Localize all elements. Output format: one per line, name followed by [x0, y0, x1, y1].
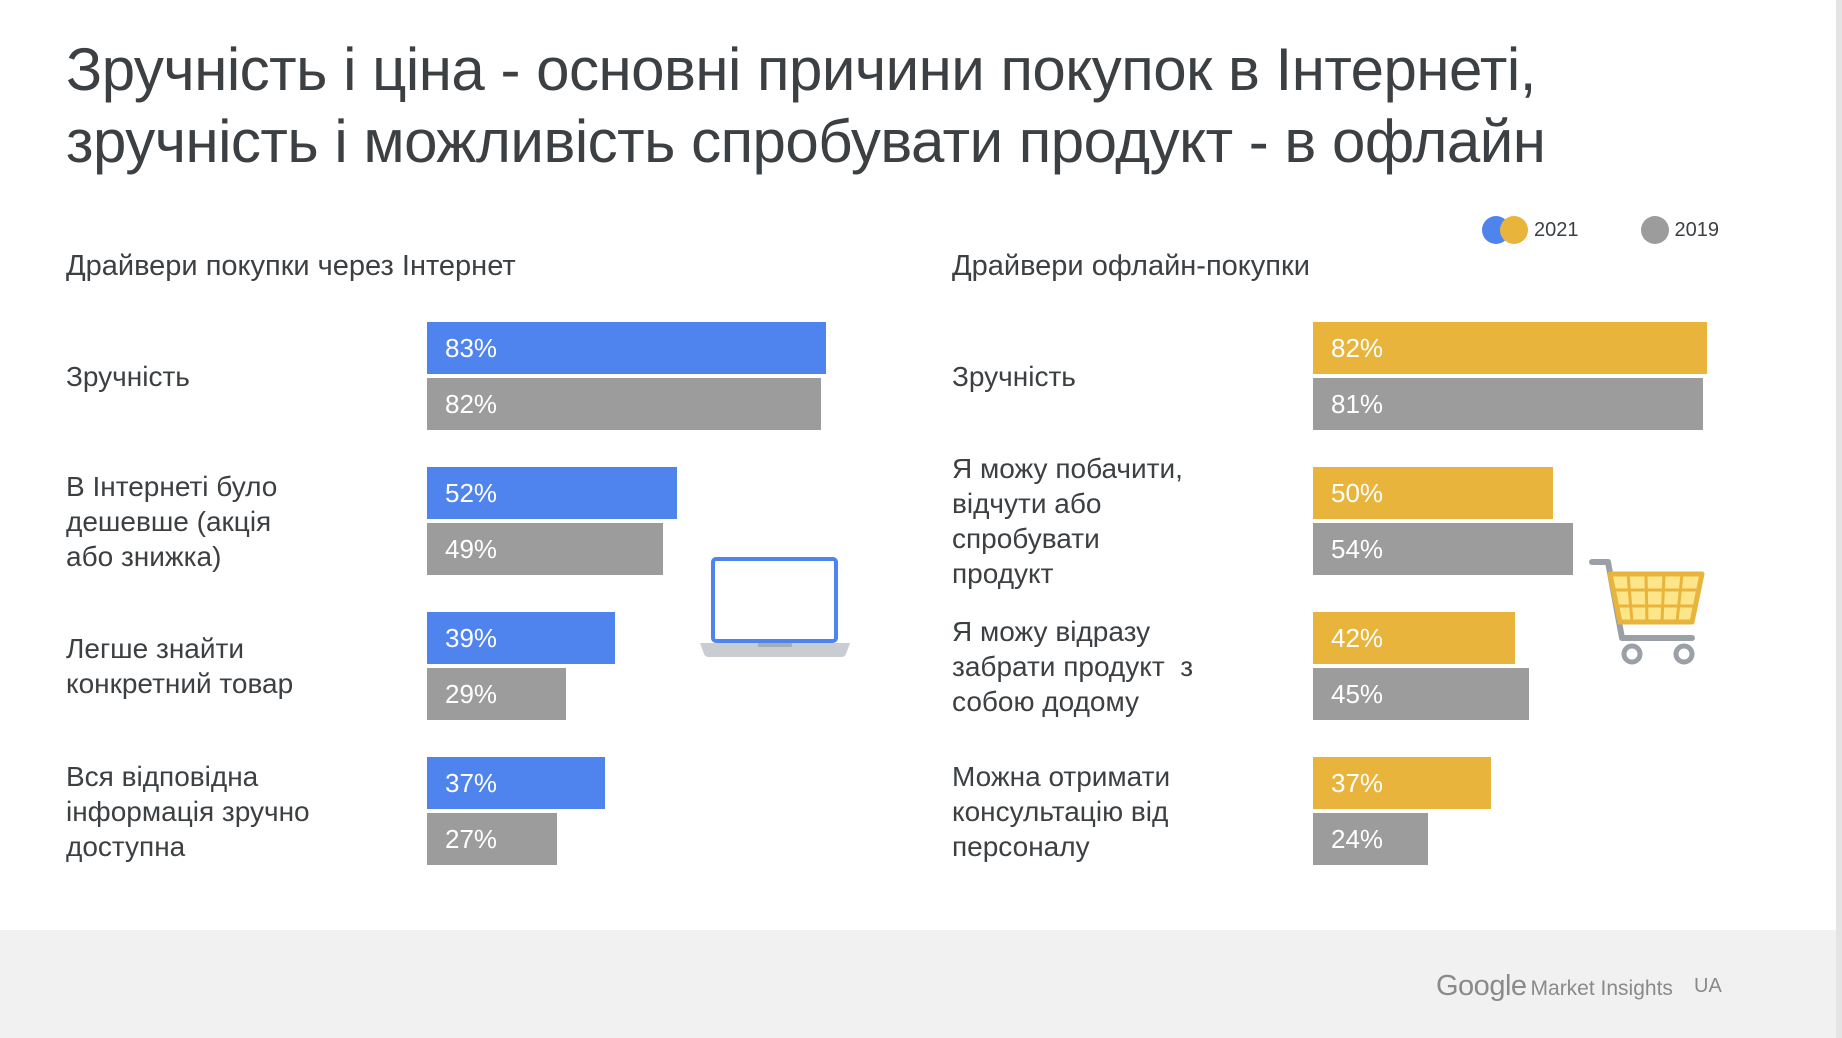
online-category-label: Зручність — [66, 359, 406, 394]
legend-2021-label: 2021 — [1534, 218, 1579, 241]
online-bar-2019: 49% — [427, 523, 663, 575]
page-edge — [1836, 0, 1842, 1038]
online-category-line: доступна — [66, 830, 186, 862]
offline-bar-value-label: 82% — [1331, 333, 1384, 363]
offline-category-label: Я можу відразу забрати продукт з собою дод… — [952, 614, 1292, 719]
country-label: UA — [1694, 975, 1722, 997]
online-bar-value-label: 37% — [445, 768, 498, 798]
offline-bar-value-label: 45% — [1331, 679, 1384, 709]
offline-bar-2021: 50% — [1313, 467, 1553, 519]
online-bar-value-label: 82% — [445, 389, 498, 419]
online-bar-2019: 29% — [427, 668, 566, 720]
offline-category-line: спробувати — [952, 523, 1100, 554]
offline-category-line: відчути або — [952, 488, 1102, 519]
offline-category-label: Я можу побачити, відчути або спробувати про… — [952, 451, 1292, 591]
market-insights-label: Market Insights — [1530, 977, 1673, 1000]
online-panel-title: Драйвери покупки через Інтернет — [66, 250, 516, 282]
footer: Google Market Insights UA — [0, 930, 1842, 1038]
online-category-line: інформація зручно — [66, 795, 310, 827]
offline-category-line: консультацію від — [952, 795, 1169, 827]
online-bar-value-label: 83% — [445, 333, 498, 363]
offline-bar-value-label: 50% — [1331, 478, 1384, 508]
online-category-label: Легше знайти конкретний товар — [66, 631, 406, 701]
laptop-icon — [700, 557, 850, 657]
shopping-cart-icon — [1589, 559, 1705, 665]
online-bar-value-label: 52% — [445, 478, 498, 508]
online-category-line: В Інтернеті було — [66, 470, 278, 502]
online-category-line: Вся відповідна — [66, 760, 259, 792]
offline-bar-value-label: 24% — [1331, 824, 1384, 854]
offline-category-label: Можна отримати консультацію від персоналу — [952, 759, 1292, 864]
online-bar-2019: 27% — [427, 813, 557, 865]
online-bar-value-label: 27% — [445, 824, 498, 854]
legend-2019-dot — [1640, 216, 1669, 244]
online-bar-value-label: 29% — [445, 679, 498, 709]
online-bar-2021: 37% — [427, 757, 605, 809]
online-category-line: дешевше (акція — [66, 505, 272, 537]
online-bar-value-label: 39% — [445, 623, 498, 653]
online-category-label: В Інтернеті було дешевше (акція або знижка… — [66, 469, 406, 574]
offline-bar-2019: 24% — [1313, 813, 1428, 865]
title-line-1: Зручність і ціна - основні причини покуп… — [66, 36, 1536, 103]
offline-category-line: Зручність — [952, 360, 1076, 392]
offline-bar-value-label: 81% — [1331, 389, 1384, 419]
online-category-line: конкретний товар — [66, 668, 294, 699]
offline-bar-2019: 45% — [1313, 668, 1529, 720]
offline-bar-2019: 81% — [1313, 378, 1703, 430]
online-category-line: або знижка) — [66, 540, 222, 572]
offline-category-line: собою додому — [952, 685, 1140, 717]
offline-bar-value-label: 37% — [1331, 768, 1384, 798]
page-title: Зручність і ціна - основні причини покуп… — [66, 34, 1546, 178]
google-wordmark: Google — [1436, 970, 1527, 1002]
offline-bar-2021: 82% — [1313, 322, 1707, 374]
offline-bar-value-label: 42% — [1331, 623, 1384, 653]
offline-category-line: Я можу відразу — [952, 615, 1151, 647]
legend-2019-label: 2019 — [1674, 218, 1720, 241]
offline-category-line: персоналу — [952, 830, 1090, 862]
online-bar-2021: 39% — [427, 612, 615, 664]
offline-bar-2021: 42% — [1313, 612, 1515, 664]
offline-category-line: продукт — [952, 558, 1054, 589]
offline-category-line: Можна отримати — [952, 760, 1171, 792]
online-category-line: Легше знайти — [66, 633, 244, 664]
offline-bar-2021: 37% — [1313, 757, 1491, 809]
title-line-2: зручність і можливість спробувати продук… — [66, 108, 1546, 175]
online-category-label: Вся відповідна інформація зручно доступна — [66, 759, 406, 864]
offline-category-label: Зручність — [952, 359, 1292, 394]
offline-panel-title: Драйвери офлайн-покупки — [952, 250, 1310, 282]
offline-category-line: Я можу побачити, — [952, 453, 1183, 484]
online-bar-2021: 83% — [427, 322, 826, 374]
online-bar-2019: 82% — [427, 378, 821, 430]
online-bar-value-label: 49% — [445, 534, 498, 564]
legend-2021-yellow-dot — [1500, 216, 1528, 244]
offline-bar-value-label: 54% — [1331, 534, 1384, 564]
legend: 2021 2019 — [1482, 216, 1719, 244]
offline-bar-2019: 54% — [1313, 523, 1573, 575]
online-category-line: Зручність — [66, 360, 190, 392]
online-bar-2021: 52% — [427, 467, 677, 519]
offline-category-line: забрати продукт з — [952, 650, 1194, 682]
google-market-insights-logo: Google Market Insights — [1436, 970, 1673, 1003]
